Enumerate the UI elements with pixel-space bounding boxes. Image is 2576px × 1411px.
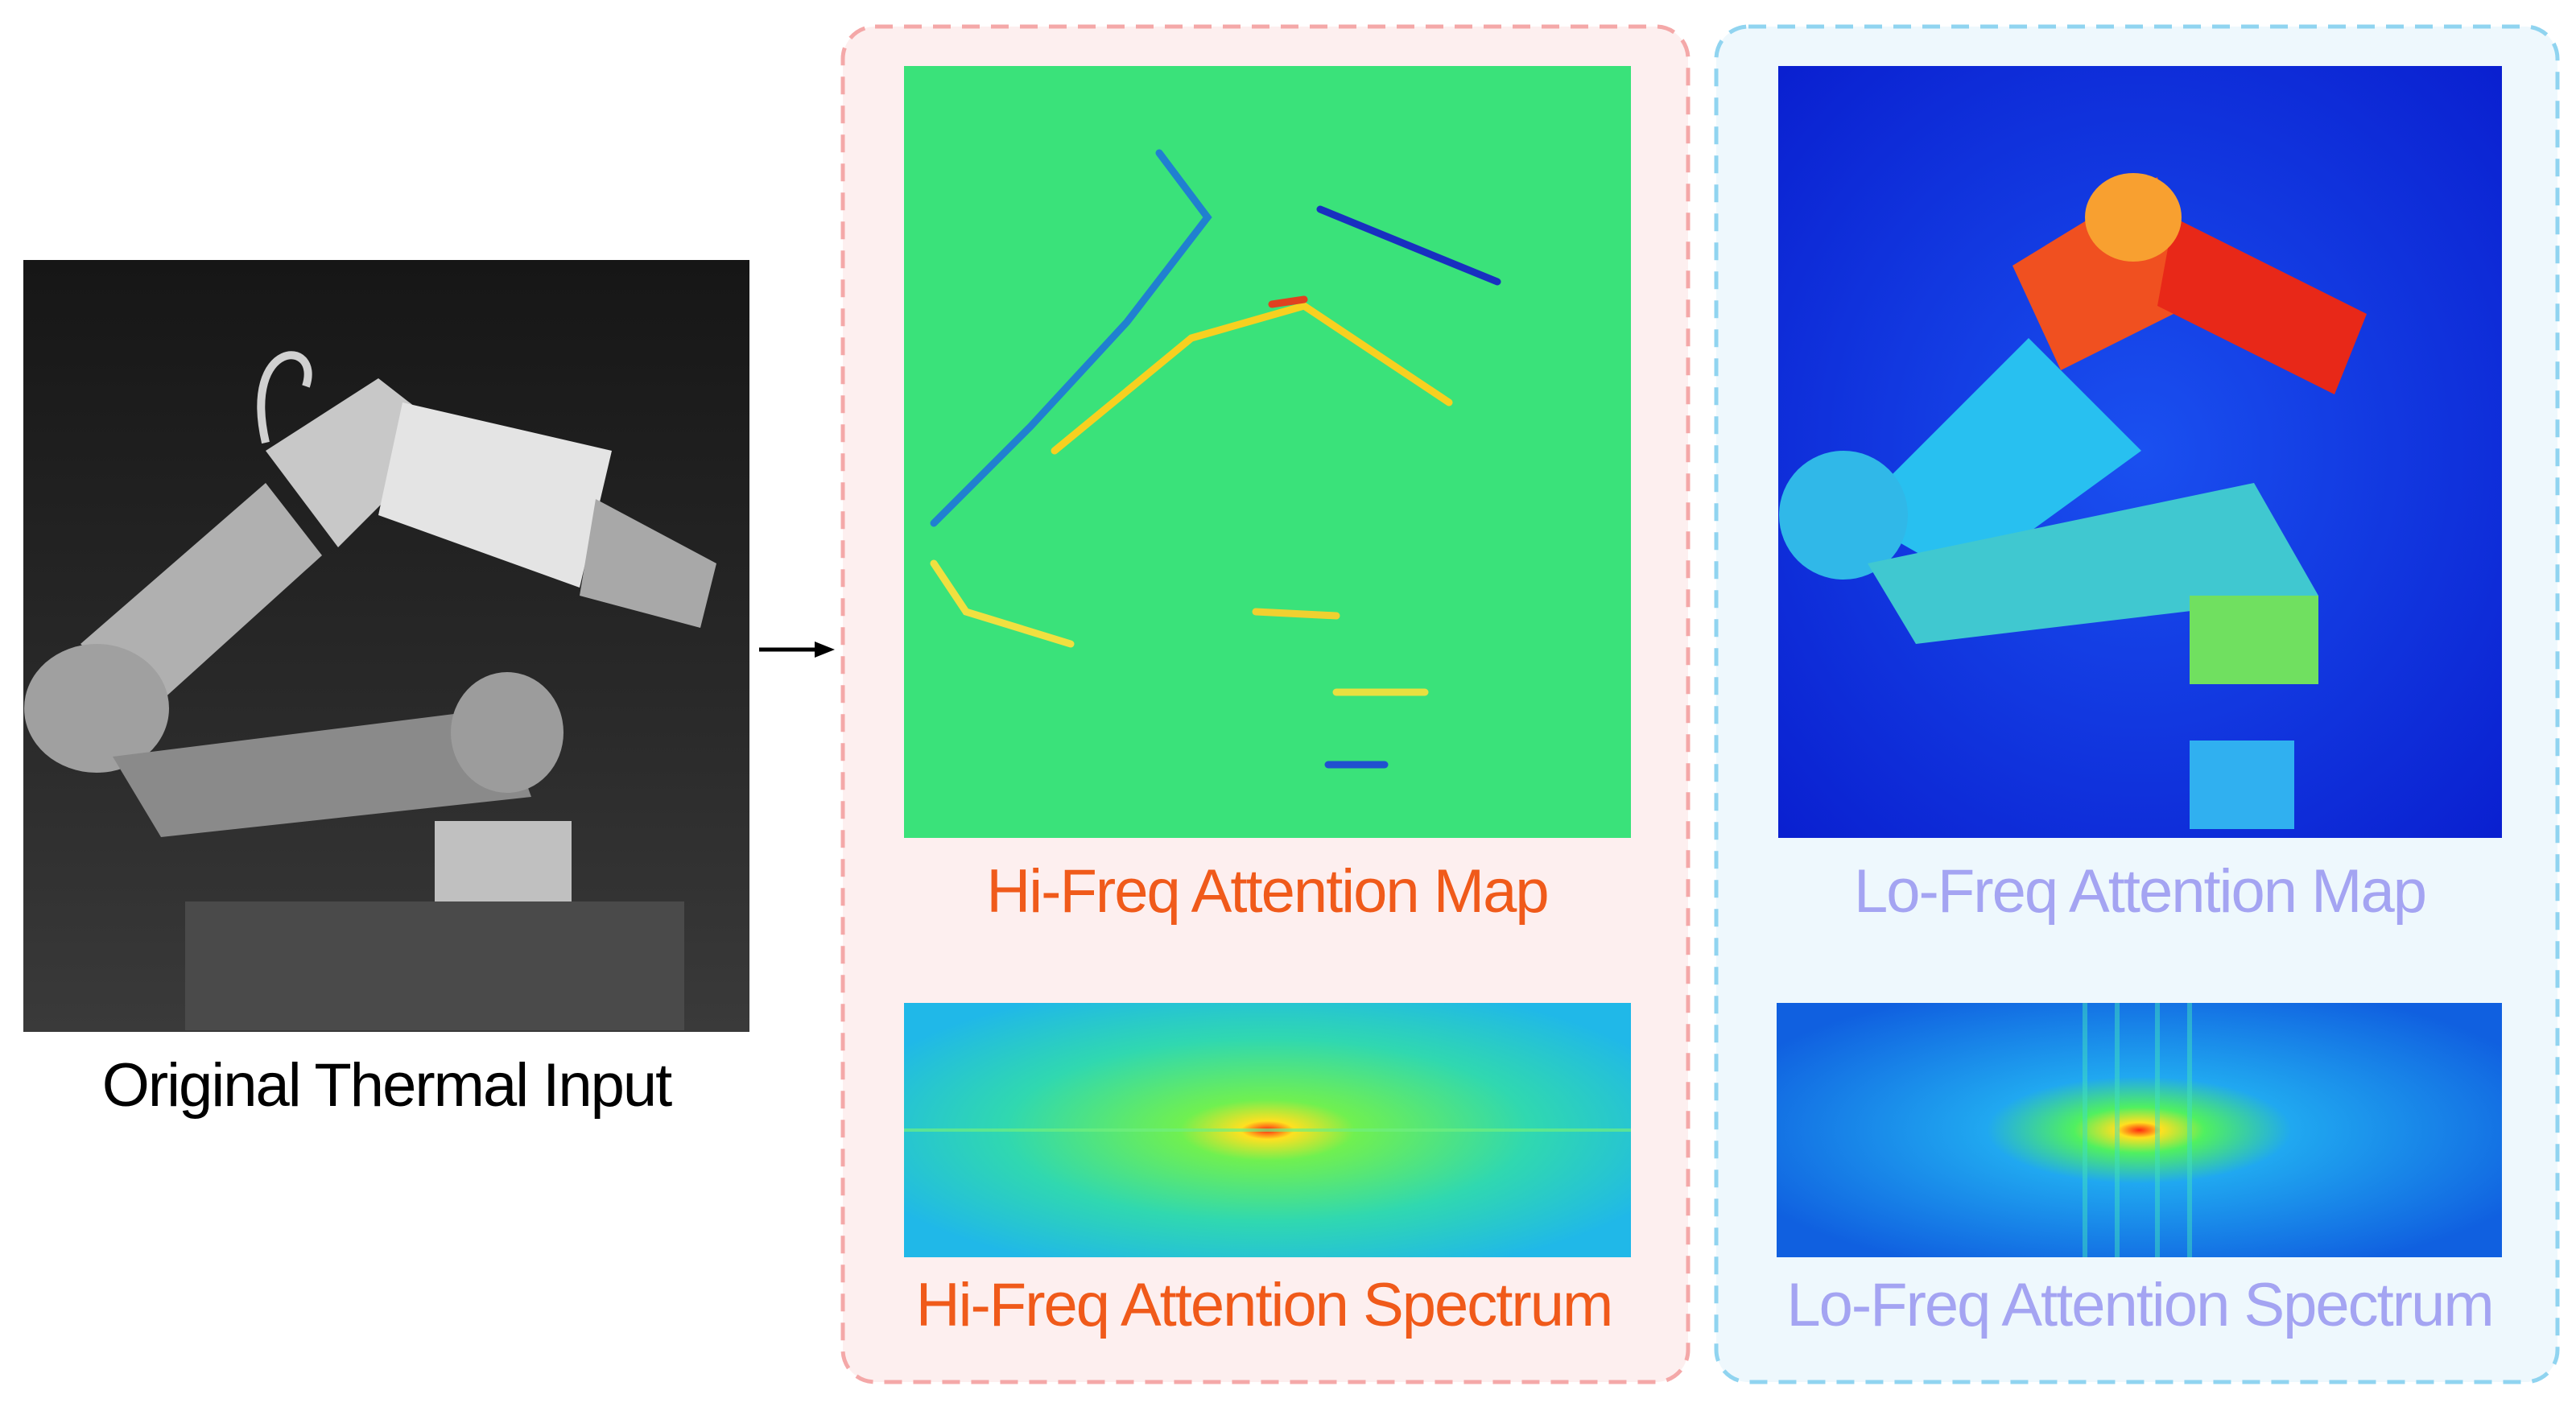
lo-freq-spectrum [1777, 1003, 2502, 1257]
robot-arm [24, 351, 716, 1030]
lo-map-label: Lo-Freq Attention Map [1854, 857, 2425, 926]
hi-freq-map [904, 66, 1631, 838]
lo-spectrum-label: Lo-Freq Attention Spectrum [1786, 1271, 2492, 1339]
hi-spectrum-label: Hi-Freq Attention Spectrum [916, 1271, 1612, 1339]
input-caption: Original Thermal Input [102, 1051, 672, 1120]
lo-freq-arm [1779, 173, 2367, 829]
arrow-head [815, 642, 835, 658]
hi-freq-edges [930, 149, 1501, 769]
hi-map-label: Hi-Freq Attention Map [986, 857, 1547, 926]
lo-spectrum-stripes [2083, 1003, 2192, 1257]
